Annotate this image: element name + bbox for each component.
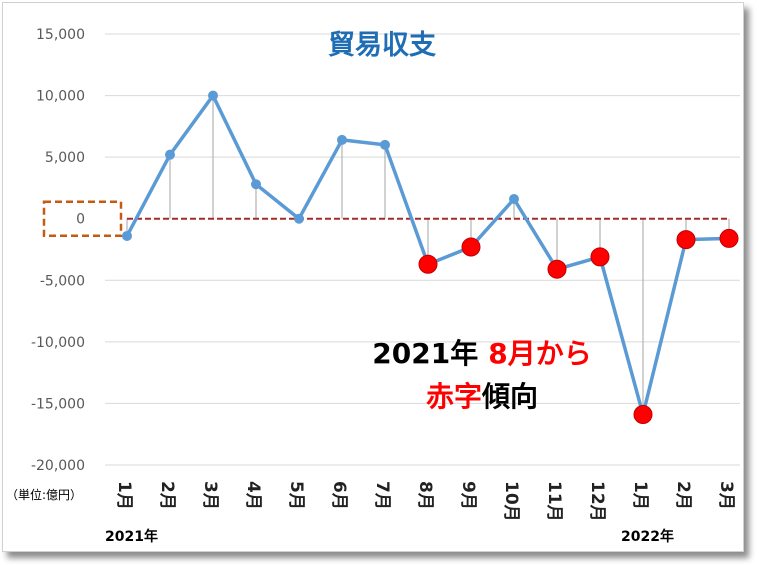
x-tick-label: 1月: [114, 481, 134, 510]
data-point: [251, 179, 261, 190]
y-tick-label: -20,000: [31, 458, 85, 474]
x-tick-label: 11月: [544, 481, 564, 522]
data-point: [122, 230, 132, 241]
y-axis-ticks: 15,000 10,000 5,000 0 -5,000 -10,000 -15,000 -2…: [31, 27, 85, 474]
y-tick-label: 5,000: [45, 150, 85, 166]
data-point: [337, 134, 347, 145]
deficit-data-point: [418, 254, 438, 274]
zero-highlight-box: [42, 200, 123, 237]
data-point: [165, 149, 175, 160]
x-axis-labels: 1月 2月 3月 4月 5月 6月 7月 8月 9月 10月 11月 12月 1月 2月 3月 2021年 20…: [105, 481, 736, 545]
x-tick-label: 8月: [415, 481, 435, 510]
x-tick-label: 9月: [458, 481, 478, 510]
x-tick-label: 7月: [372, 481, 392, 510]
x-tick-label: 5月: [286, 481, 306, 510]
annotation-line2: 赤字傾向: [426, 380, 538, 413]
annotation-deficit: 赤字: [426, 380, 482, 413]
year-label: 2021年: [105, 528, 158, 545]
x-tick-label: 3月: [716, 481, 736, 510]
y-tick-label: -10,000: [31, 335, 85, 351]
data-point: [380, 139, 390, 150]
y-tick-label: 10,000: [36, 89, 85, 105]
x-tick-label: 3月: [200, 481, 220, 510]
deficit-data-point: [547, 259, 567, 279]
annotation-month: 8月から: [488, 337, 591, 370]
y-tick-label: -15,000: [31, 396, 85, 412]
y-tick-label: -5,000: [40, 273, 85, 289]
deficit-data-point: [676, 230, 696, 250]
x-tick-label: 2月: [157, 481, 177, 510]
x-tick-label: 12月: [587, 481, 607, 522]
drop-lines: [126, 95, 730, 415]
x-tick-label: 1月: [630, 481, 650, 510]
data-point: [294, 213, 304, 224]
x-tick-label: 4月: [243, 481, 263, 510]
data-point: [509, 194, 519, 205]
x-tick-label: 2月: [673, 481, 693, 510]
x-tick-label: 10月: [501, 481, 521, 522]
y-tick-label: 15,000: [36, 27, 85, 43]
deficit-data-point: [633, 405, 653, 425]
year-label: 2022年: [621, 528, 674, 545]
annotation-year: 2021年: [372, 337, 478, 370]
x-tick-label: 6月: [329, 481, 349, 510]
annotation-trend: 傾向: [481, 380, 538, 413]
chart-title: 貿易収支: [328, 30, 436, 61]
chart-frame: [2, 2, 744, 552]
annotation-line1: 2021年 8月から: [372, 337, 591, 370]
y-tick-label: 0: [76, 212, 85, 228]
deficit-data-point: [461, 237, 481, 257]
deficit-data-point: [590, 247, 610, 267]
deficit-data-point: [719, 228, 739, 248]
data-points: [122, 90, 739, 425]
data-point: [208, 90, 218, 101]
unit-label: （単位:億円）: [6, 487, 82, 502]
